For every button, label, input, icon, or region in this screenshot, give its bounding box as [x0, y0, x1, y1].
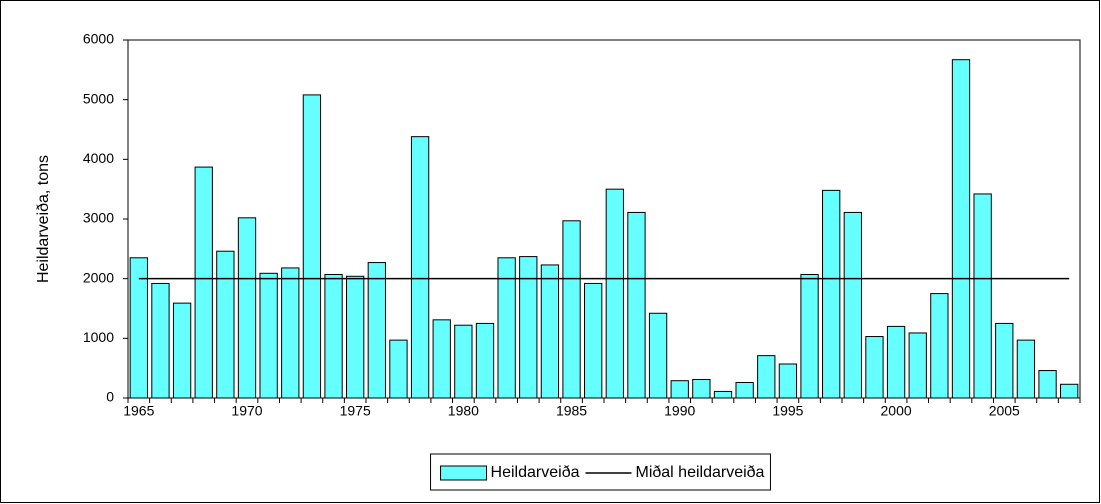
bar: [757, 355, 776, 399]
bar: [648, 312, 668, 399]
bar: [973, 193, 992, 399]
bar: [324, 273, 343, 399]
bar: [692, 379, 711, 399]
bar: [584, 282, 603, 399]
bar: [410, 136, 430, 399]
bar: [735, 381, 754, 399]
bar: [1016, 339, 1036, 399]
bar: [778, 363, 798, 399]
bar: [843, 211, 862, 399]
y-tick-label: 0: [106, 389, 114, 405]
bar: [1060, 383, 1079, 399]
bar: [540, 264, 560, 399]
bar: [930, 293, 949, 399]
legend-swatch: [440, 465, 488, 481]
x-tick-label: 2005: [989, 403, 1020, 419]
x-tick-label: 1995: [772, 403, 803, 419]
bar: [886, 325, 906, 399]
x-tick-label: 2000: [881, 403, 912, 419]
bar: [346, 275, 365, 399]
bar: [237, 217, 257, 399]
bar: [194, 166, 213, 399]
x-tick-label: 1965: [123, 403, 154, 419]
bar: [605, 188, 624, 399]
bar: [475, 322, 495, 399]
bar: [432, 319, 451, 399]
bar: [627, 211, 646, 399]
bar: [172, 302, 192, 399]
legend-label: Heildarveiða: [491, 464, 580, 481]
x-tick-label: 1970: [231, 403, 262, 419]
bar: [367, 262, 386, 399]
bar: [216, 250, 235, 399]
bar: [151, 282, 170, 399]
bar: [454, 324, 473, 399]
bar: [670, 380, 689, 399]
bar: [259, 272, 278, 399]
bar: [281, 267, 300, 399]
bar: [908, 332, 927, 399]
y-tick-label: 4000: [83, 150, 114, 166]
plot-frame: [127, 39, 1081, 399]
bar: [822, 189, 841, 399]
bar: [995, 322, 1014, 399]
bar: [800, 273, 819, 399]
bar: [519, 256, 538, 399]
x-tick-label: 1975: [340, 403, 371, 419]
y-tick-label: 3000: [83, 210, 114, 226]
y-tick-label: 5000: [83, 90, 114, 106]
bar: [1038, 370, 1057, 399]
y-tick-label: 2000: [83, 269, 114, 285]
bar: [302, 94, 322, 399]
bar: [713, 390, 733, 399]
legend-label: Miðal heildarveiða: [635, 464, 764, 481]
y-tick-label: 6000: [83, 31, 114, 47]
bar: [562, 220, 581, 399]
x-tick-label: 1990: [664, 403, 695, 419]
bar: [865, 336, 884, 399]
y-axis-label: Heildarveiða, tons: [35, 155, 52, 283]
legend: Heildarveiða Miðal heildarveiða: [430, 453, 771, 491]
bar: [389, 339, 408, 399]
bar: [951, 59, 971, 399]
y-tick-label: 1000: [83, 329, 114, 345]
x-tick-label: 1985: [556, 403, 587, 419]
legend-box: [430, 453, 771, 491]
x-tick-label: 1980: [448, 403, 479, 419]
